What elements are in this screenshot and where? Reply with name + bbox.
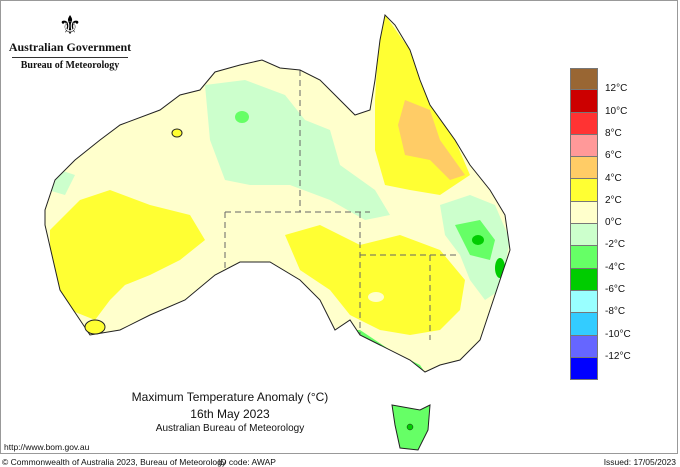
legend-label: -6°C	[605, 284, 626, 295]
map-date: 16th May 2023	[190, 407, 270, 421]
legend-label: 8°C	[605, 127, 622, 139]
id-code: ID code: AWAP	[218, 457, 276, 467]
copyright: © Commonwealth of Australia 2023, Bureau…	[2, 457, 227, 467]
legend-label: -2°C	[605, 239, 626, 251]
legend-swatch	[570, 246, 598, 269]
legend-swatch	[570, 68, 598, 91]
state-borders	[224, 70, 460, 340]
map-title: Maximum Temperature Anomaly (°C)	[131, 390, 329, 404]
legend-swatch	[570, 224, 598, 247]
warm-south-region	[285, 225, 465, 335]
legend-swatch	[570, 357, 598, 381]
issued-date: Issued: 17/05/2023	[603, 457, 676, 467]
legend-label: -10°C	[605, 328, 631, 340]
legend-swatch	[570, 90, 598, 113]
legend-label: 10°C	[605, 105, 628, 117]
government-logo: ⚜ Australian Government Bureau of Meteor…	[0, 10, 140, 71]
hot-queensland-region	[398, 100, 465, 180]
legend-label: 12°C	[605, 83, 628, 95]
coat-of-arms-icon: ⚜	[58, 10, 82, 40]
legend-swatch	[570, 134, 598, 158]
map-source: Australian Bureau of Meteorology	[155, 423, 305, 434]
legend-swatch	[570, 112, 598, 135]
legend-swatch	[570, 268, 598, 291]
website-url[interactable]: http://www.bom.gov.au	[4, 442, 90, 452]
legend-label: -4°C	[605, 261, 626, 273]
legend-swatch	[570, 179, 598, 202]
color-legend	[570, 68, 598, 381]
legend-swatch	[570, 201, 598, 225]
legend-label: 2°C	[605, 194, 622, 206]
bureau-label: Bureau of Meteorology	[20, 60, 120, 71]
legend-label: 4°C	[605, 172, 622, 184]
legend-swatch	[570, 157, 598, 180]
legend-swatch	[570, 313, 598, 336]
legend-label: -8°C	[605, 306, 626, 318]
warm-west-region	[50, 190, 205, 320]
legend-label: 6°C	[605, 150, 622, 162]
cool-central-region	[205, 80, 390, 220]
map-frame	[0, 0, 678, 454]
legend-swatch	[570, 290, 598, 314]
legend-label: -12°C	[605, 350, 631, 362]
government-label: Australian Government	[8, 40, 132, 54]
legend-swatch	[570, 335, 598, 358]
legend-label: 0°C	[605, 217, 622, 229]
